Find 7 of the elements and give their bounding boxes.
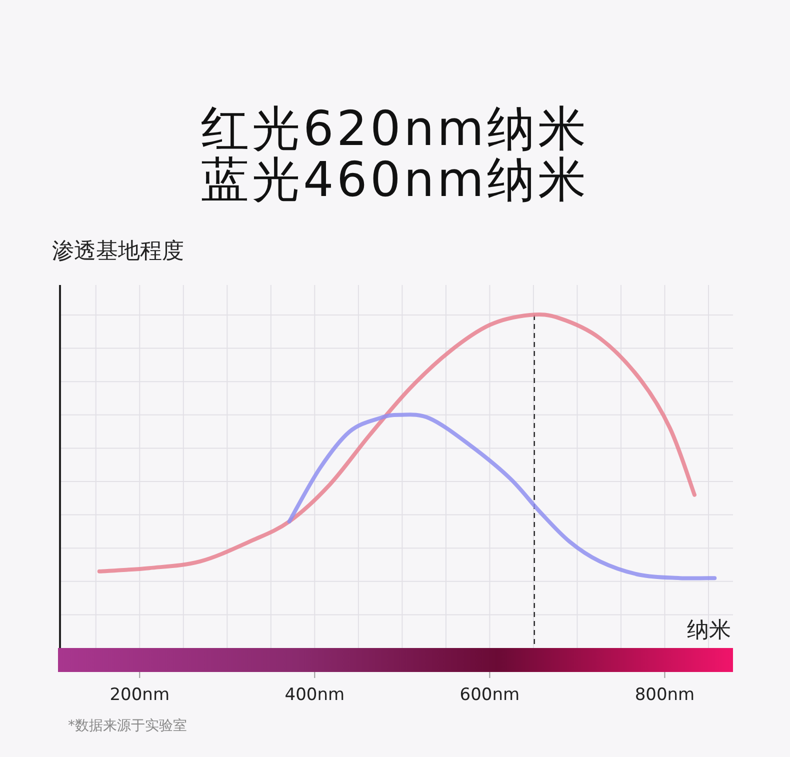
x-tick-label: 400nm [284,685,345,705]
x-tick-label: 200nm [110,685,170,705]
text: *数据来源于实验室 [68,718,187,734]
y-axis-title: 渗透基地程度 [52,239,184,264]
x-tick-label: 600nm [460,685,520,705]
x-tick-label: 800nm [634,685,695,705]
x-axis-title: 纳米 [687,618,731,643]
